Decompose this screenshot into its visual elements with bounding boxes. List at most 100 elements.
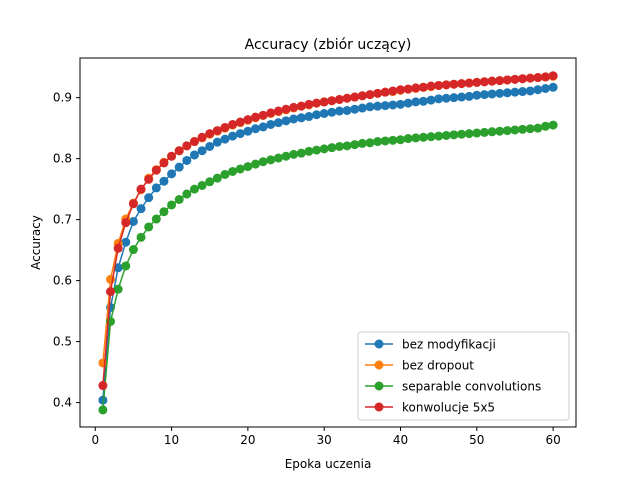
data-point bbox=[128, 216, 138, 226]
data-point bbox=[457, 129, 467, 139]
data-point bbox=[159, 158, 169, 168]
data-point bbox=[304, 99, 314, 109]
data-point bbox=[205, 177, 215, 187]
data-point bbox=[365, 90, 375, 100]
data-point bbox=[434, 131, 444, 141]
x-tick-label: 60 bbox=[545, 433, 560, 447]
data-point bbox=[495, 88, 505, 98]
series-2 bbox=[98, 120, 558, 415]
y-axis-label: Accuracy bbox=[29, 215, 43, 270]
legend-label: bez dropout bbox=[402, 359, 474, 373]
data-point bbox=[167, 169, 177, 179]
x-tick-label: 40 bbox=[393, 433, 408, 447]
data-point bbox=[182, 141, 192, 151]
data-point bbox=[518, 87, 528, 97]
x-axis-ticks: 0 10 20 30 40 50 60 bbox=[91, 427, 561, 447]
data-point bbox=[411, 83, 421, 93]
data-point bbox=[495, 76, 505, 86]
data-point bbox=[212, 173, 222, 183]
legend-swatch-marker bbox=[374, 339, 384, 349]
x-tick-label: 0 bbox=[91, 433, 99, 447]
data-point bbox=[235, 117, 245, 127]
data-point bbox=[327, 96, 337, 106]
data-point bbox=[342, 93, 352, 103]
data-point bbox=[418, 96, 428, 106]
data-point bbox=[121, 261, 131, 271]
data-point bbox=[373, 101, 383, 111]
data-point bbox=[144, 193, 154, 203]
data-point bbox=[357, 91, 367, 101]
data-point bbox=[449, 130, 459, 140]
legend-item: separable convolutions bbox=[365, 380, 541, 394]
y-tick-label: 0.7 bbox=[53, 213, 72, 227]
data-point bbox=[510, 74, 520, 84]
data-point bbox=[121, 218, 131, 228]
data-point bbox=[380, 87, 390, 97]
data-point bbox=[113, 284, 123, 294]
data-point bbox=[510, 125, 520, 135]
data-point bbox=[151, 165, 161, 175]
data-point bbox=[189, 184, 199, 194]
data-point bbox=[243, 126, 253, 136]
data-point bbox=[228, 166, 238, 176]
data-point bbox=[304, 146, 314, 156]
data-point bbox=[533, 85, 543, 95]
plot-frame bbox=[79, 57, 577, 428]
data-point bbox=[418, 82, 428, 92]
data-point bbox=[144, 174, 154, 184]
data-point bbox=[464, 129, 474, 139]
chart-title: Accuracy (zbiór uczący) bbox=[245, 37, 412, 53]
data-point bbox=[502, 126, 512, 136]
data-point bbox=[518, 74, 528, 84]
data-point bbox=[457, 92, 467, 102]
data-point bbox=[350, 140, 360, 150]
data-point bbox=[334, 106, 344, 116]
data-point bbox=[128, 245, 138, 255]
series-3 bbox=[98, 71, 558, 391]
data-point bbox=[174, 195, 184, 204]
data-point bbox=[449, 79, 459, 89]
data-point bbox=[136, 184, 146, 194]
data-point bbox=[548, 120, 558, 130]
data-point bbox=[98, 381, 108, 391]
x-tick-label: 50 bbox=[469, 433, 484, 447]
y-tick-label: 0.8 bbox=[53, 152, 72, 166]
data-point bbox=[281, 151, 291, 161]
data-point bbox=[312, 110, 322, 120]
y-tick-label: 0.6 bbox=[53, 274, 72, 288]
data-point bbox=[472, 77, 482, 87]
data-point bbox=[159, 207, 169, 217]
data-point bbox=[205, 129, 215, 139]
data-point bbox=[548, 82, 558, 92]
data-point bbox=[243, 115, 253, 125]
data-point bbox=[395, 135, 405, 145]
data-point bbox=[365, 138, 375, 148]
data-point bbox=[540, 121, 550, 131]
data-point bbox=[258, 122, 268, 132]
data-point bbox=[342, 141, 352, 151]
data-point bbox=[136, 232, 146, 242]
data-point bbox=[167, 151, 177, 161]
x-tick-label: 30 bbox=[317, 433, 332, 447]
data-point bbox=[235, 164, 245, 174]
data-point bbox=[281, 116, 291, 126]
data-point bbox=[106, 287, 116, 297]
data-point bbox=[472, 90, 482, 100]
y-axis-ticks: 0.4 0.5 0.6 0.7 0.8 0.9 bbox=[53, 91, 80, 410]
data-point bbox=[251, 159, 261, 169]
data-point bbox=[479, 77, 489, 87]
data-point bbox=[403, 84, 413, 94]
data-point bbox=[197, 132, 207, 142]
legend-label: konwolucje 5x5 bbox=[402, 401, 495, 415]
data-point bbox=[395, 99, 405, 109]
data-point bbox=[151, 183, 161, 193]
data-point bbox=[334, 94, 344, 104]
data-point bbox=[525, 73, 535, 83]
data-point bbox=[350, 104, 360, 114]
y-tick-label: 0.5 bbox=[53, 335, 72, 349]
legend-item: bez modyfikacji bbox=[365, 338, 496, 352]
data-point bbox=[464, 78, 474, 88]
series-lines bbox=[98, 71, 558, 415]
data-point bbox=[357, 103, 367, 113]
data-point bbox=[273, 118, 283, 128]
